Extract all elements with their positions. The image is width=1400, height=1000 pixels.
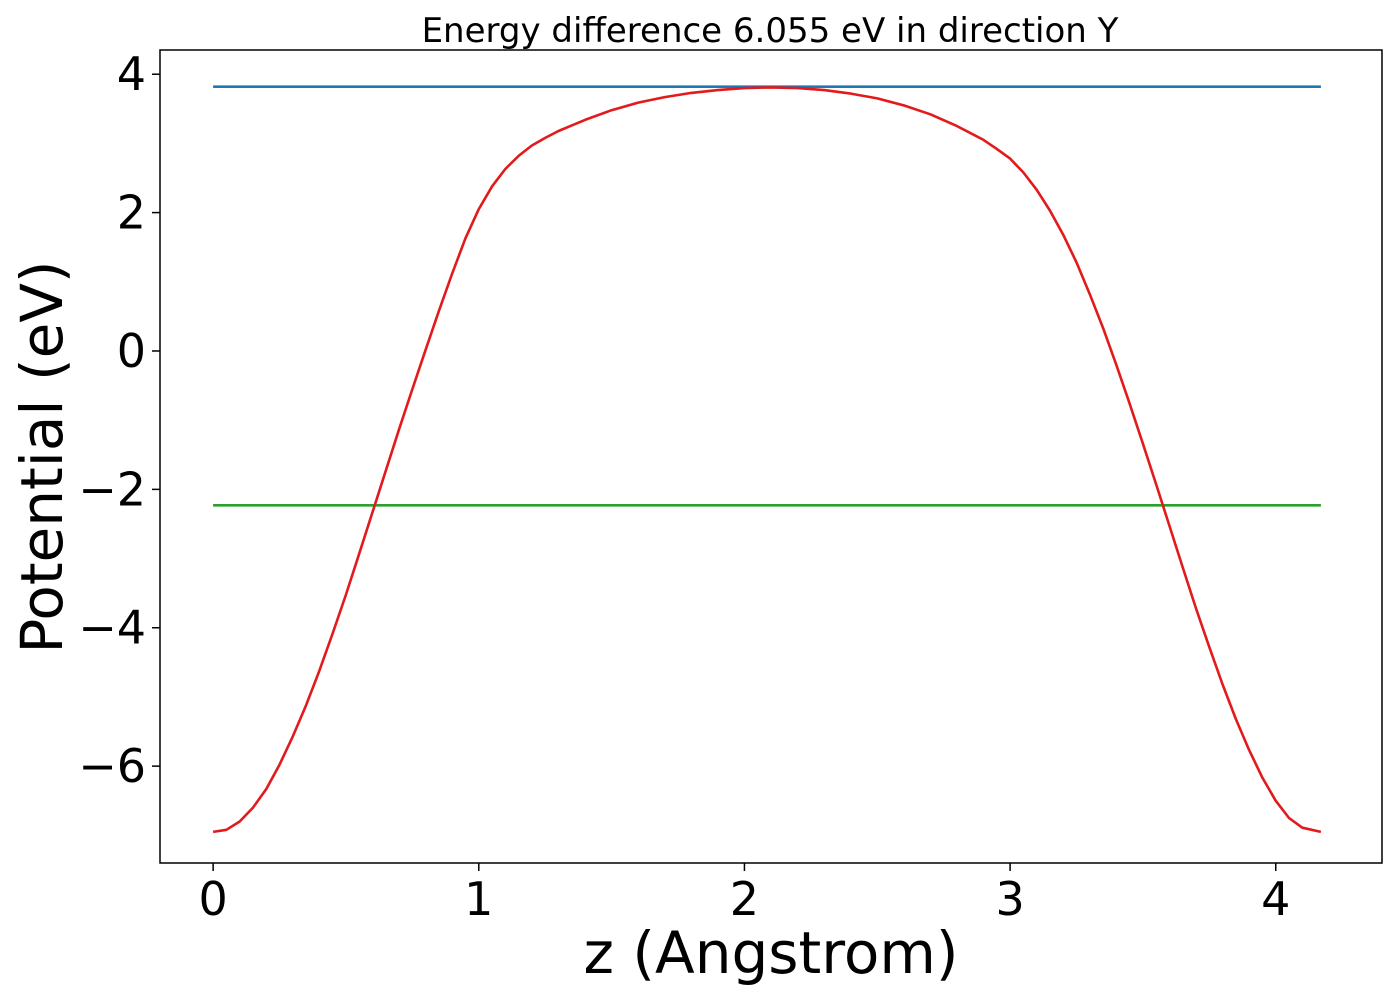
chart-title: Energy difference 6.055 eV in direction …: [422, 11, 1119, 51]
y-axis-label: Potential (eV): [8, 260, 76, 653]
y-tick-label: −6: [78, 739, 146, 793]
x-tick-label: 0: [198, 872, 227, 926]
x-tick-label: 3: [995, 872, 1024, 926]
x-tick-label: 4: [1261, 872, 1290, 926]
y-ticks: 4 2 0 −2 −4 −6: [78, 47, 160, 793]
y-tick-label: 0: [117, 324, 146, 378]
plot-area: 0 1 2 3 4 4 2 0 −2 −4 −6: [78, 47, 1383, 926]
x-ticks: 0 1 2 3 4: [198, 863, 1290, 926]
x-axis-label: z (Angstrom): [584, 919, 959, 987]
x-tick-label: 2: [730, 872, 759, 926]
series-line-2: [212, 86, 1322, 834]
series-layer: [212, 85, 1322, 834]
y-tick-label: 4: [117, 47, 146, 101]
y-tick-label: −4: [78, 601, 146, 655]
y-tick-label: 2: [117, 186, 146, 240]
plot-frame: [159, 49, 1383, 864]
y-tick-label: −2: [78, 462, 146, 516]
x-tick-label: 1: [464, 872, 493, 926]
